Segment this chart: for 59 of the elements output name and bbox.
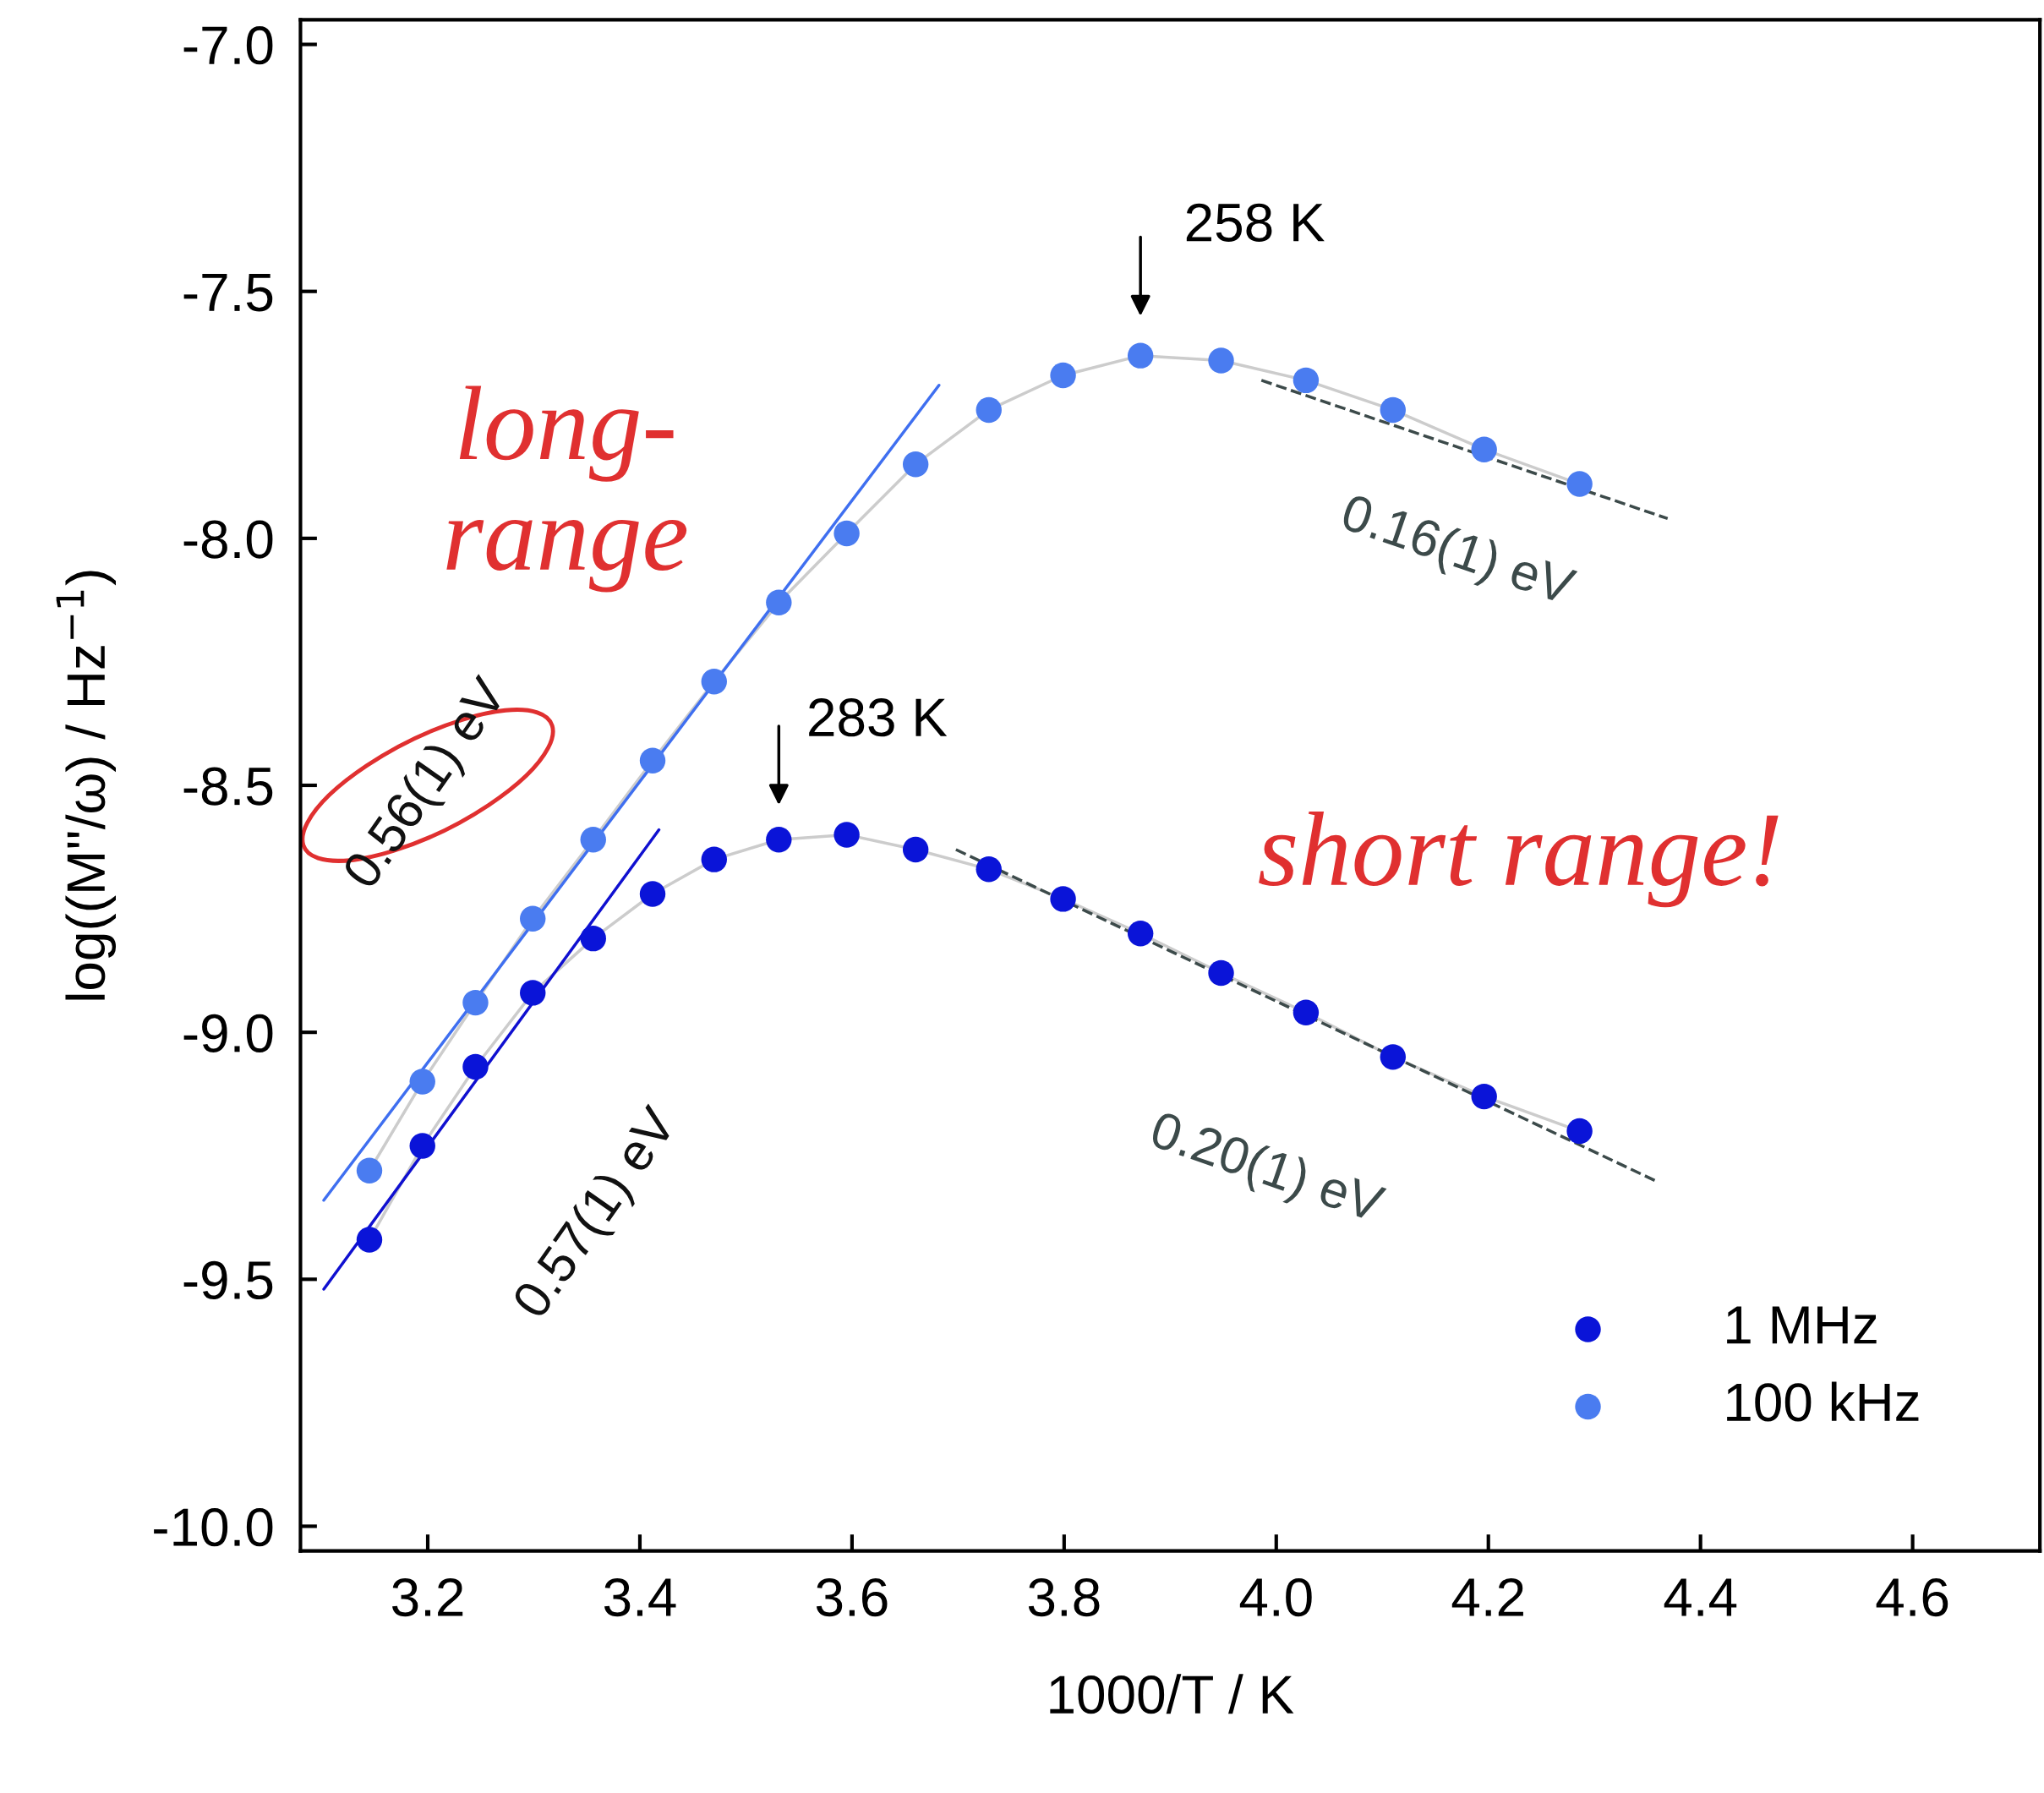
- annotation: long- range: [446, 385, 687, 593]
- x-tick-label: 3.4: [604, 1577, 676, 1617]
- point: [1050, 362, 1076, 389]
- point: [356, 1227, 383, 1253]
- point: [462, 1053, 489, 1080]
- point: [1293, 999, 1320, 1025]
- point: [1566, 471, 1593, 497]
- point: [580, 827, 606, 853]
- annotation: 283 K: [809, 698, 948, 737]
- point: [1208, 959, 1234, 987]
- point: [1293, 367, 1320, 394]
- x-tick-label: 3.2: [392, 1577, 463, 1617]
- x-tick-label: 3.6: [816, 1577, 888, 1617]
- point: [639, 747, 666, 774]
- point: [902, 836, 929, 863]
- point: [1208, 347, 1234, 374]
- point: [833, 822, 860, 848]
- point: [520, 905, 546, 932]
- point: [1471, 436, 1497, 462]
- annotation: short range!: [1259, 811, 1779, 908]
- y-axis-title: log((M''/ω) / Hz$^{−1}$): [56, 571, 117, 1000]
- point: [520, 980, 546, 1006]
- y-tick-label: -8.5: [183, 767, 273, 806]
- point: [1471, 1083, 1497, 1110]
- point: [409, 1069, 435, 1095]
- legend-label: 100 kHz: [1727, 1381, 1919, 1422]
- annotation: 258 K: [1186, 203, 1325, 242]
- y-tick-label: -7.0: [183, 26, 273, 65]
- y-tick-label: -9.0: [183, 1014, 273, 1052]
- y-tick-label: -10.0: [154, 1507, 273, 1547]
- point: [1380, 396, 1407, 424]
- point: [976, 396, 1002, 424]
- point: [1380, 1044, 1407, 1070]
- point: [462, 989, 489, 1016]
- point: [766, 827, 792, 853]
- point: [833, 520, 860, 547]
- point: [902, 451, 929, 478]
- point: [409, 1133, 435, 1159]
- x-tick-label: 4.4: [1664, 1578, 1737, 1616]
- point: [1127, 342, 1154, 369]
- point: [1566, 1118, 1593, 1145]
- point: [1050, 886, 1076, 912]
- x-tick-label: 4.6: [1876, 1577, 1948, 1617]
- point: [976, 856, 1002, 883]
- y-tick-label: -7.5: [183, 273, 273, 312]
- point: [1127, 921, 1154, 947]
- y-tick-label: -8.0: [183, 520, 273, 559]
- x-tick-label: 4.0: [1239, 1577, 1312, 1617]
- point: [701, 669, 727, 695]
- x-axis-title: 1000/T / K: [1050, 1674, 1294, 1714]
- point: [701, 846, 727, 872]
- x-tick-label: 4.2: [1451, 1577, 1523, 1616]
- x-tick-label: 3.8: [1028, 1577, 1100, 1617]
- y-tick-label: -9.5: [183, 1260, 273, 1300]
- point: [356, 1157, 383, 1183]
- point: [639, 881, 666, 907]
- legend-label: 1 MHz: [1727, 1306, 1877, 1344]
- point: [580, 925, 606, 952]
- point: [766, 589, 792, 616]
